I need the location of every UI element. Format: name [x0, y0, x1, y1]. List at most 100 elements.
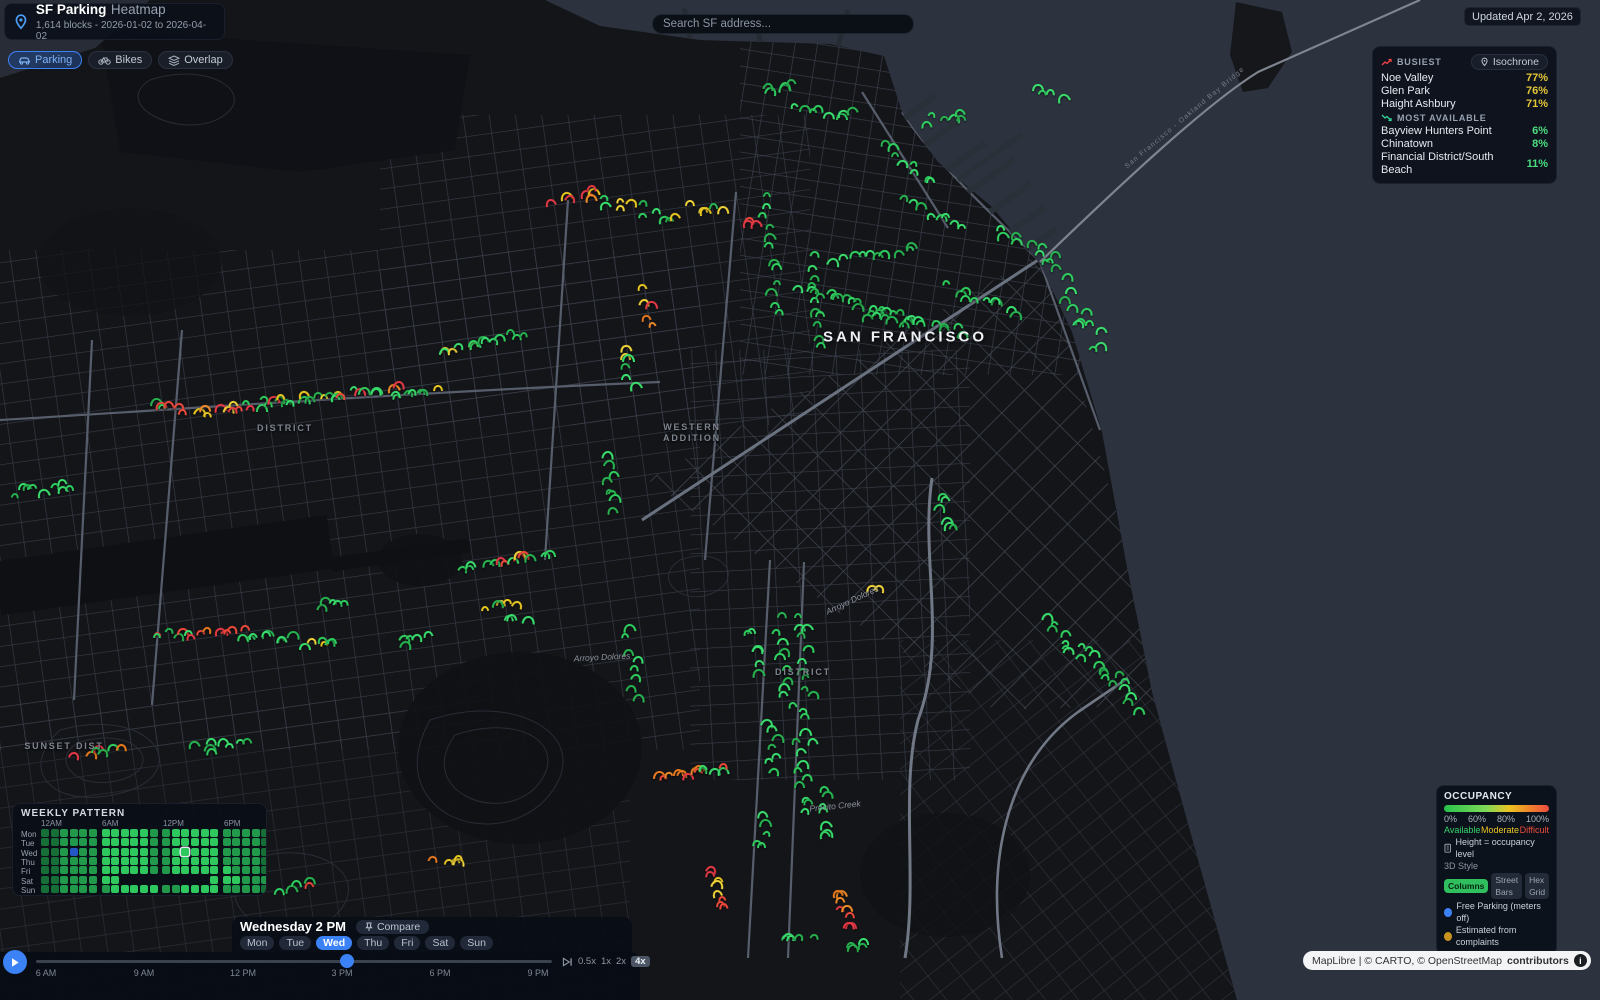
heatmap-cell[interactable]	[130, 829, 139, 837]
heatmap-cell[interactable]	[69, 884, 78, 893]
heatmap-cell[interactable]	[242, 829, 250, 837]
heatmap-cell[interactable]	[140, 838, 148, 847]
heatmap-cell[interactable]	[222, 847, 231, 856]
heatmap-cell[interactable]	[200, 847, 209, 856]
heatmap-cell[interactable]	[60, 847, 69, 856]
heatmap-cell[interactable]	[171, 838, 180, 847]
heatmap-cell[interactable]	[60, 856, 69, 865]
heatmap-cell[interactable]	[79, 875, 88, 884]
day-thu[interactable]: Thu	[357, 936, 390, 950]
search-input[interactable]	[652, 14, 914, 34]
heatmap-cell[interactable]	[242, 856, 250, 865]
heatmap-cell[interactable]	[222, 875, 231, 884]
heatmap-cell[interactable]	[261, 838, 266, 847]
heatmap-cell[interactable]	[111, 847, 120, 856]
heatmap-cell[interactable]	[60, 875, 69, 884]
heatmap-cell[interactable]	[41, 875, 49, 884]
speed-2x[interactable]: 2x	[616, 956, 627, 967]
heatmap-cell[interactable]	[162, 847, 171, 856]
heatmap-cell[interactable]	[200, 866, 209, 875]
heatmap-cell[interactable]	[210, 884, 219, 893]
heatmap-cell[interactable]	[120, 884, 129, 893]
heatmap-cell[interactable]	[69, 847, 78, 856]
heatmap-cell[interactable]	[162, 856, 171, 865]
heatmap-cell[interactable]	[79, 884, 88, 893]
heatmap-cell[interactable]	[232, 866, 241, 875]
heatmap-cell[interactable]	[261, 866, 266, 875]
heatmap-cell[interactable]	[89, 847, 97, 856]
day-fri[interactable]: Fri	[394, 936, 421, 950]
heatmap-cell[interactable]	[101, 829, 110, 837]
heatmap-cell[interactable]	[171, 829, 180, 837]
heatmap-cell[interactable]	[181, 838, 190, 847]
heatmap-cell[interactable]	[79, 856, 88, 865]
heatmap-cell[interactable]	[111, 856, 120, 865]
toggle-parking[interactable]: Parking	[8, 51, 83, 69]
heatmap-cell[interactable]	[140, 866, 148, 875]
heatmap-cell[interactable]	[191, 829, 199, 837]
style-columns[interactable]: Columns	[1444, 879, 1489, 893]
heatmap-cell[interactable]	[69, 829, 78, 837]
heatmap-cell[interactable]	[222, 856, 231, 865]
heatmap-cell[interactable]	[232, 875, 241, 884]
compare-button[interactable]: Compare	[355, 919, 430, 934]
heatmap-cell[interactable]	[232, 838, 241, 847]
heatmap-cell[interactable]	[50, 856, 59, 865]
heatmap-cell[interactable]	[89, 875, 97, 884]
rank-row[interactable]: Chinatown 8%	[1381, 138, 1548, 151]
play-button[interactable]	[3, 950, 27, 974]
heatmap-cell[interactable]	[251, 875, 260, 884]
heatmap-cell[interactable]	[210, 847, 219, 856]
heatmap-cell[interactable]	[210, 856, 219, 865]
rank-row[interactable]: Glen Park 76%	[1381, 85, 1548, 98]
heatmap-cell[interactable]	[162, 838, 171, 847]
time-slider-thumb[interactable]	[340, 954, 354, 968]
heatmap-cell[interactable]	[171, 847, 180, 856]
heatmap-cell[interactable]	[50, 875, 59, 884]
heatmap-cell[interactable]	[232, 884, 241, 893]
heatmap-cell[interactable]	[181, 829, 190, 837]
heatmap-cell[interactable]	[261, 875, 266, 884]
day-sun[interactable]: Sun	[460, 936, 493, 950]
heatmap-cell[interactable]	[222, 829, 231, 837]
heatmap-cell[interactable]	[149, 847, 158, 856]
heatmap-cell[interactable]	[50, 884, 59, 893]
heatmap-cell[interactable]	[191, 884, 199, 893]
heatmap-cell[interactable]	[50, 838, 59, 847]
heatmap-cell[interactable]	[149, 856, 158, 865]
heatmap-cell[interactable]	[251, 847, 260, 856]
heatmap-cell[interactable]	[69, 838, 78, 847]
heatmap-cell[interactable]	[232, 856, 241, 865]
info-icon[interactable]: i	[1573, 954, 1587, 967]
speed-0.5x[interactable]: 0.5x	[578, 956, 596, 967]
rank-row[interactable]: Haight Ashbury 71%	[1381, 98, 1548, 111]
heatmap-cell[interactable]	[261, 856, 266, 865]
heatmap-cell[interactable]	[111, 884, 120, 893]
heatmap-cell[interactable]	[181, 847, 190, 856]
heatmap-cell[interactable]	[60, 866, 69, 875]
heatmap-cell[interactable]	[251, 829, 260, 837]
speed-1x[interactable]: 1x	[600, 956, 612, 967]
heatmap-cell[interactable]	[210, 866, 219, 875]
heatmap-cell[interactable]	[60, 838, 69, 847]
style-hex-grid[interactable]: Hex Grid	[1525, 873, 1550, 899]
heatmap-cell[interactable]	[60, 884, 69, 893]
heatmap-cell[interactable]	[171, 884, 180, 893]
speed-4x[interactable]: 4x	[631, 956, 650, 967]
heatmap-cell[interactable]	[200, 884, 209, 893]
heatmap-cell[interactable]	[140, 847, 148, 856]
heatmap-cell[interactable]	[191, 838, 199, 847]
heatmap-cell[interactable]	[79, 866, 88, 875]
heatmap-cell[interactable]	[79, 838, 88, 847]
heatmap-cell[interactable]	[162, 829, 171, 837]
heatmap-cell[interactable]	[120, 829, 129, 837]
heatmap-cell[interactable]	[111, 838, 120, 847]
heatmap-cell[interactable]	[120, 856, 129, 865]
heatmap-cell[interactable]	[41, 884, 49, 893]
heatmap-cell[interactable]	[222, 884, 231, 893]
heatmap-cell[interactable]	[191, 856, 199, 865]
day-mon[interactable]: Mon	[240, 936, 275, 950]
heatmap-cell[interactable]	[130, 866, 139, 875]
time-slider-track[interactable]	[36, 960, 552, 963]
